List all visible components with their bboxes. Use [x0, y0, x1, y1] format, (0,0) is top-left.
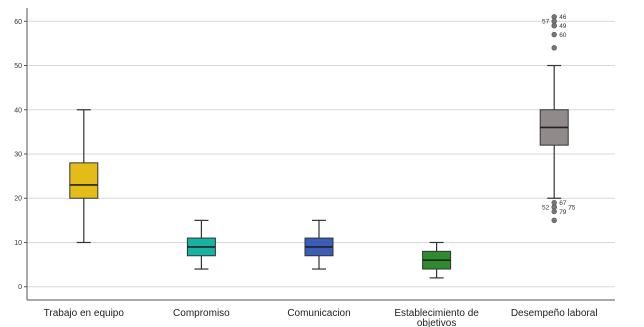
category-label: Comunicacion	[287, 308, 350, 319]
y-tick-label: 20	[14, 196, 22, 203]
outlier-label: 67	[559, 200, 567, 207]
category-labels: Trabajo en equipo Compromiso Comunicacion E…	[44, 308, 598, 327]
category-label: Establecimiento de	[394, 308, 479, 319]
outlier-label: 52	[542, 204, 550, 211]
outlier-point	[551, 217, 557, 224]
box-1	[186, 219, 216, 270]
box-0	[69, 109, 99, 244]
outlier-label: 79	[559, 209, 567, 216]
outlier-point	[551, 199, 557, 206]
y-tick-label: 60	[14, 19, 22, 26]
y-tick-label: 10	[14, 240, 22, 247]
outlier-point	[551, 208, 557, 215]
gridlines	[27, 20, 615, 288]
category-label: Desempeño laboral	[511, 308, 598, 319]
category-label: objetivos	[417, 318, 456, 327]
outlier-label: 49	[559, 23, 567, 30]
outlier-point	[551, 22, 557, 29]
category-label: Trabajo en equipo	[44, 308, 125, 319]
outlier-label: 60	[559, 32, 567, 39]
category-label: Compromiso	[173, 308, 230, 319]
y-tick-label: 30	[14, 152, 22, 159]
outlier-label: 57	[542, 19, 550, 26]
outlier-point	[551, 18, 557, 24]
y-axis-ticks: 0 10 20 30 40 50 60	[14, 19, 27, 291]
y-tick-label: 40	[14, 107, 22, 114]
y-tick-label: 50	[14, 63, 22, 70]
outlier-point	[551, 31, 557, 38]
box-3	[422, 241, 452, 279]
box-2	[304, 219, 334, 270]
outlier-point	[551, 204, 557, 210]
iqr-box	[69, 162, 99, 199]
outlier-label: 75	[568, 204, 576, 211]
outlier-point	[551, 45, 557, 51]
outlier-label: 46	[559, 14, 567, 21]
outlier-point	[551, 14, 557, 20]
y-tick-label: 0	[18, 284, 22, 291]
